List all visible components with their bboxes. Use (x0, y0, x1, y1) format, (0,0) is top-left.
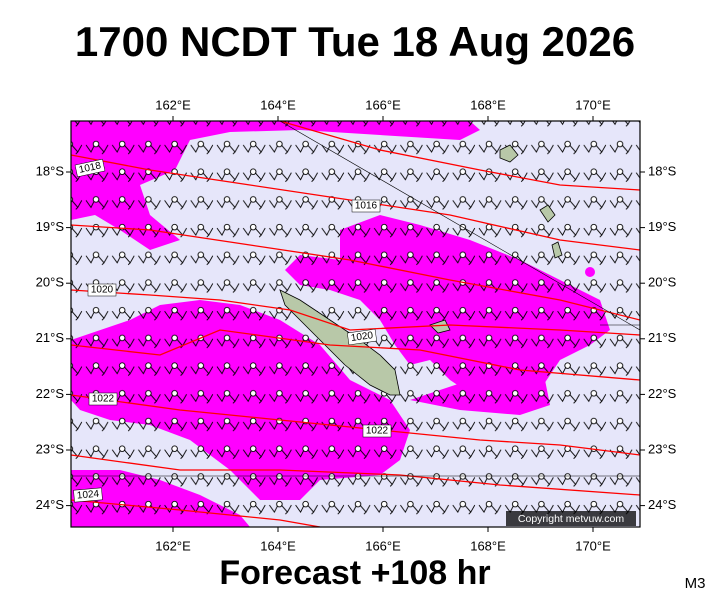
isobar-label-text: 1024 (76, 489, 100, 502)
lat-label: 21°S (36, 330, 65, 345)
lat-label: 22°S (648, 386, 677, 401)
lat-label: 24°S (36, 497, 65, 512)
lon-label: 170°E (575, 538, 611, 553)
isobar-label-text: 1022 (92, 394, 115, 405)
lat-label: 23°S (36, 441, 65, 456)
lat-label: 21°S (648, 330, 677, 345)
copyright: Copyright metvuw.com (518, 513, 624, 525)
isobar-label: 1022 (362, 424, 392, 438)
lon-label: 168°E (470, 97, 506, 112)
lat-label: 19°S (648, 219, 677, 234)
lon-label: 162°E (155, 97, 191, 112)
isobar-label: 1018 (74, 158, 106, 178)
forecast-label: Forecast +108 hr (219, 554, 490, 592)
isobar-label-box (362, 424, 392, 438)
model-label: M3 (685, 575, 706, 592)
isobar-label: 1024 (73, 487, 103, 503)
isobar-label: 1016 (351, 199, 381, 213)
copyright-box (506, 511, 636, 526)
isobars (71, 121, 640, 527)
map-area (71, 121, 640, 527)
isobar-label-box (74, 158, 106, 178)
isobar-label: 1022 (88, 392, 118, 406)
isobar-label-text: 1018 (78, 160, 102, 175)
lat-label: 24°S (648, 497, 677, 512)
lon-label: 164°E (260, 97, 296, 112)
isobar-label: 1020 (87, 283, 117, 297)
lat-label: 19°S (36, 219, 65, 234)
isobar-label-text: 1022 (366, 426, 389, 437)
map-frame (70, 120, 641, 528)
lat-label: 20°S (648, 275, 677, 290)
isobar-label-box (351, 199, 381, 213)
boundaries (71, 121, 640, 477)
lat-label: 20°S (36, 275, 65, 290)
lon-label: 170°E (575, 97, 611, 112)
isobar-label: 1020 (347, 328, 377, 346)
lat-label: 18°S (648, 163, 677, 178)
lat-label: 23°S (648, 441, 677, 456)
lat-label: 22°S (36, 386, 65, 401)
wind-barbs (71, 121, 640, 527)
lon-label: 162°E (155, 538, 191, 553)
isobar-label-text: 1016 (355, 201, 378, 212)
lon-label: 166°E (365, 538, 401, 553)
title: 1700 NCDT Tue 18 Aug 2026 (75, 18, 635, 65)
isobar-label-box (87, 283, 117, 297)
lon-label: 164°E (260, 538, 296, 553)
lon-label: 168°E (470, 538, 506, 553)
lat-label: 18°S (36, 163, 65, 178)
isobar-label-text: 1020 (91, 285, 114, 296)
isobar-label-box (347, 328, 377, 346)
labels: 162°E 162°E 164°E 164°E 166°E 166°E 168°E 168°E… (36, 97, 677, 553)
lon-label: 166°E (365, 97, 401, 112)
isobar-label-box (88, 392, 118, 406)
isobar-label-text: 1020 (350, 330, 374, 344)
isobar-label-box (73, 487, 103, 503)
